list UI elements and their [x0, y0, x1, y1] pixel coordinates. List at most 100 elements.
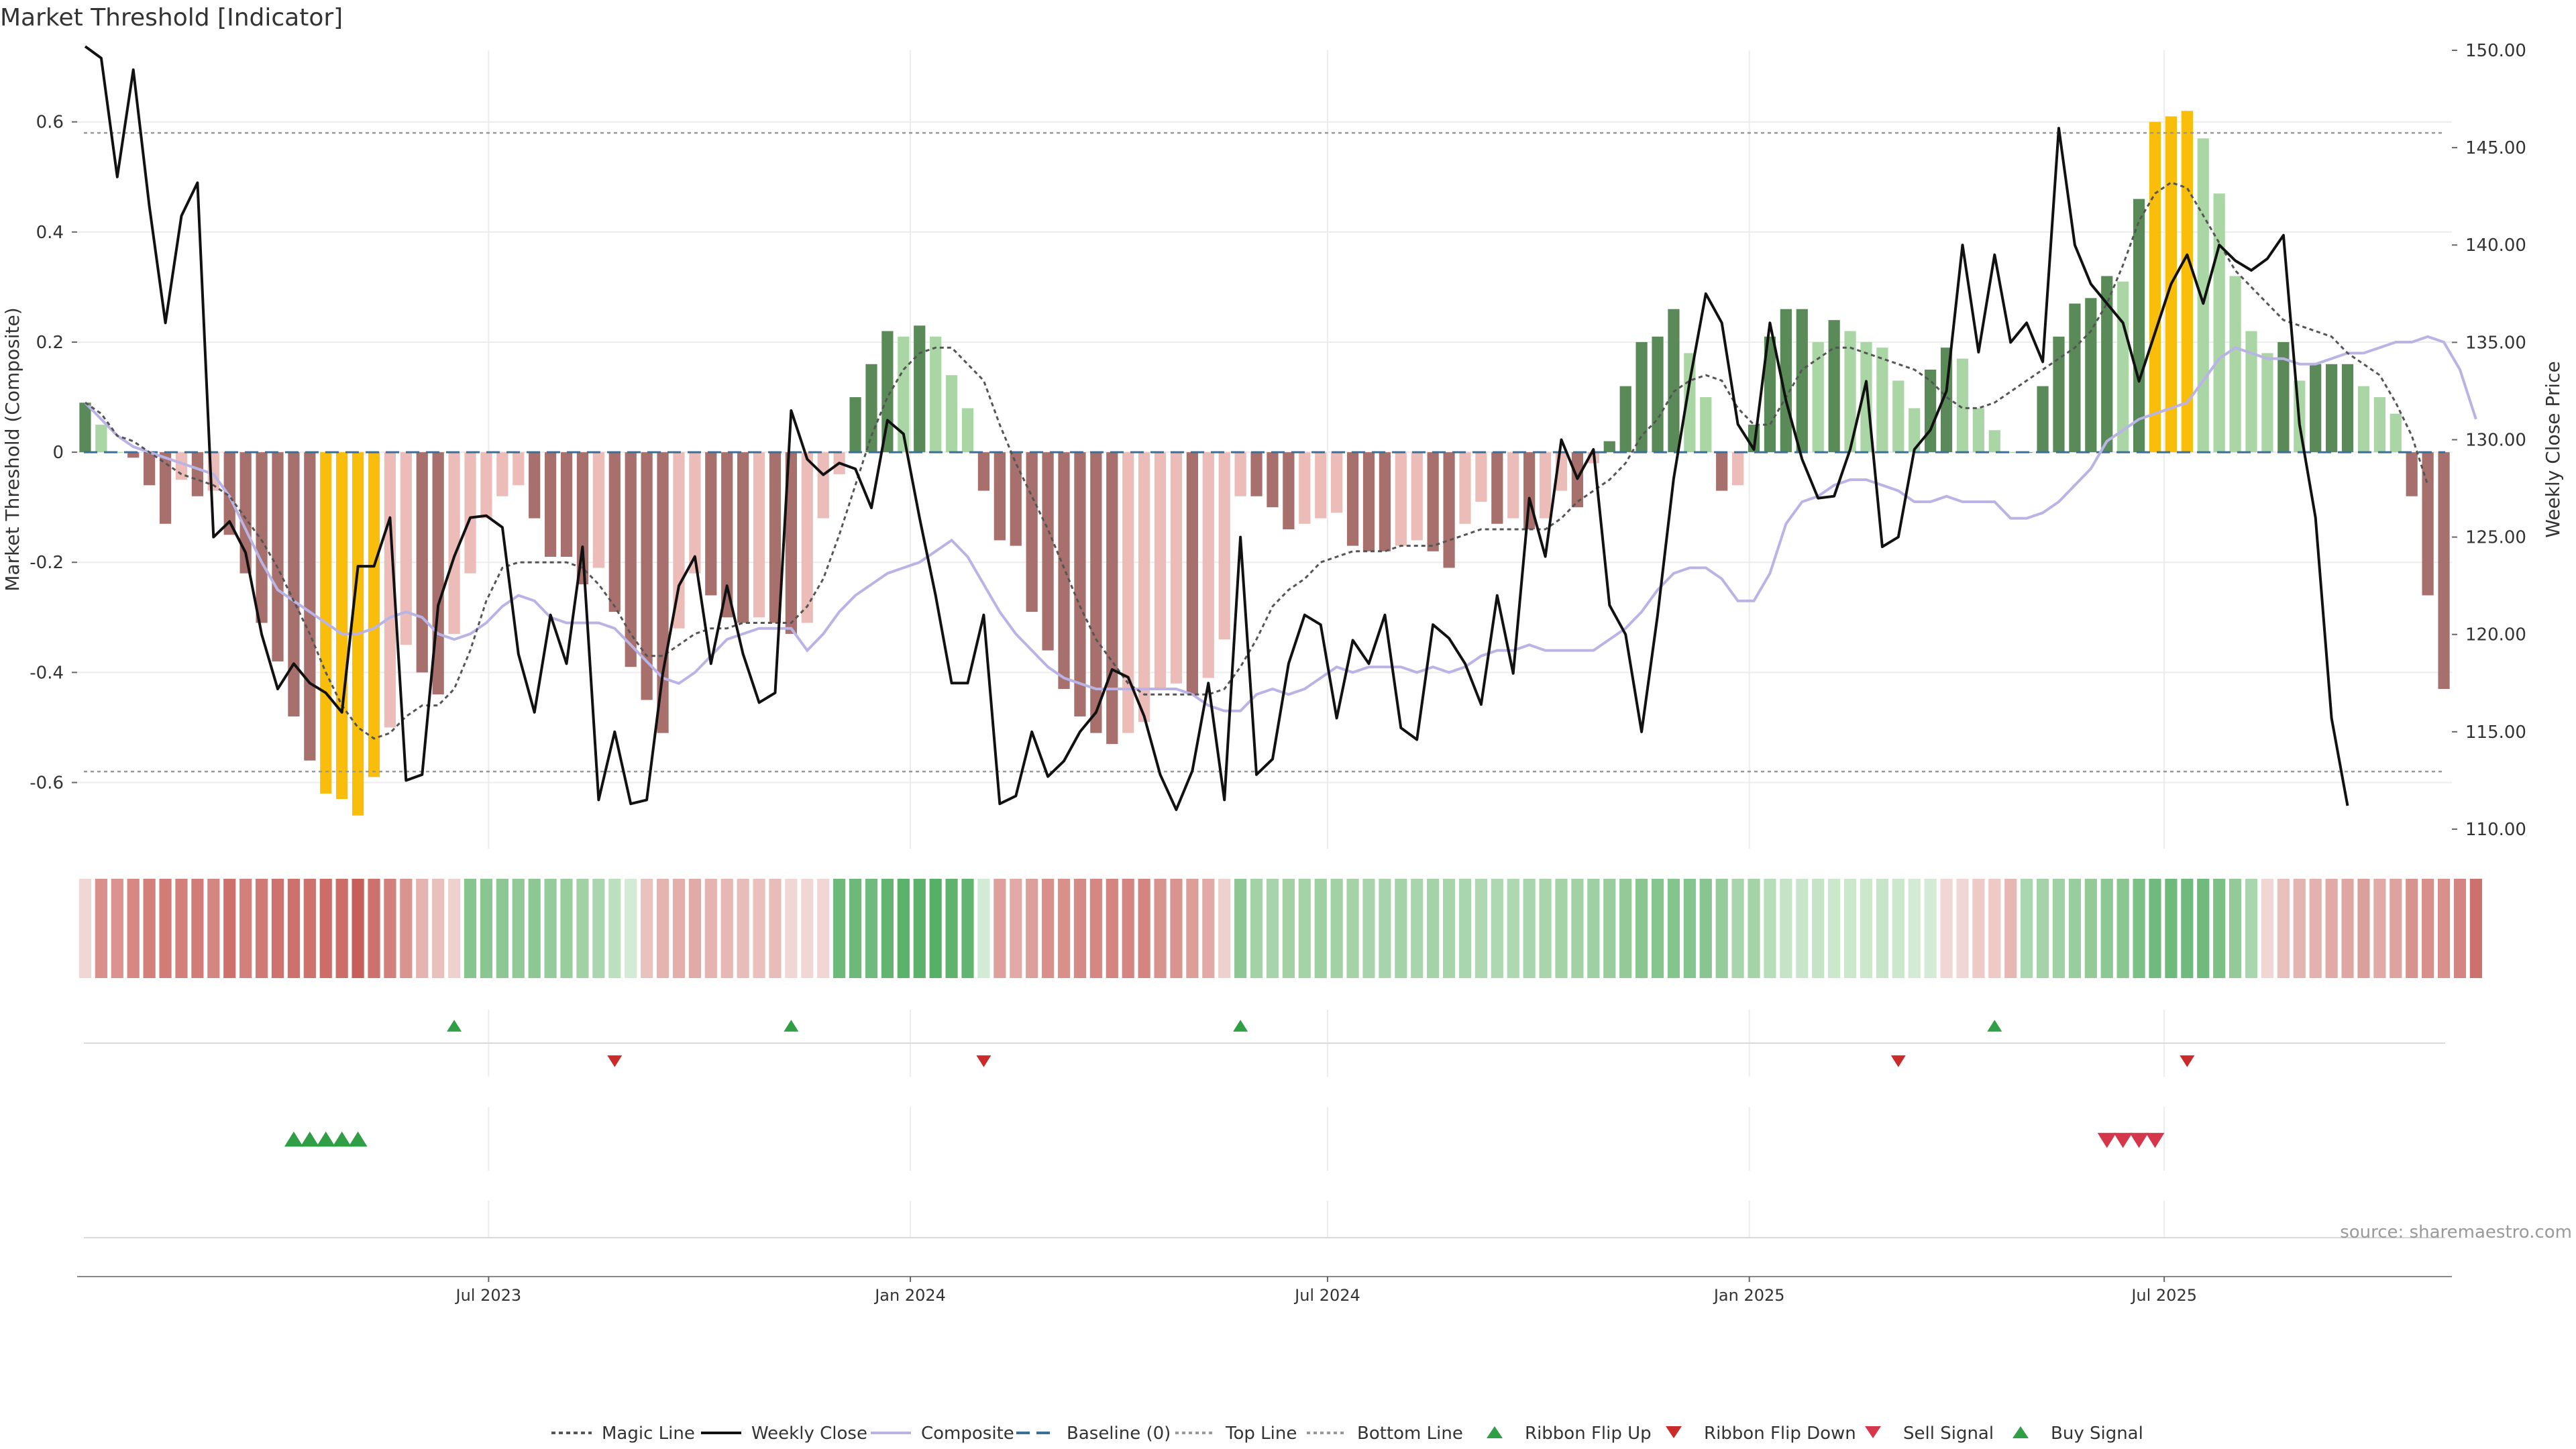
- y-right-tick-label: 110.00: [2465, 820, 2526, 840]
- composite-bar: [95, 425, 107, 453]
- composite-bar: [368, 452, 380, 777]
- composite-bar: [2181, 111, 2193, 453]
- ribbon-cell: [1587, 879, 1600, 978]
- ribbon-cell: [769, 879, 782, 978]
- ribbon-cell: [1924, 879, 1937, 978]
- ribbon-cell: [287, 879, 300, 978]
- x-tick-label: Jul 2025: [2130, 1286, 2197, 1305]
- ribbon-cell: [2245, 879, 2258, 978]
- ribbon-cell: [111, 879, 123, 978]
- legend-label: Composite: [921, 1424, 1014, 1444]
- sell-signal-marker: [2129, 1132, 2149, 1148]
- composite-bar: [1909, 408, 1921, 453]
- ribbon-cell: [1491, 879, 1503, 978]
- composite-bar: [1058, 452, 1070, 689]
- composite-bar: [1411, 452, 1423, 541]
- ribbon-cell: [2309, 879, 2322, 978]
- ribbon-cell: [1234, 879, 1247, 978]
- y-tick-label: 0: [52, 443, 64, 463]
- ribbon-cell: [2133, 879, 2145, 978]
- composite-bar: [1042, 452, 1054, 651]
- axes: -0.6 -0.4 -0.2 0 0.2 0.4 0.6 110.00 115.00 120.00…: [30, 41, 2526, 1305]
- ribbon-cell: [1089, 879, 1102, 978]
- composite-bar: [592, 452, 604, 568]
- buy-signal-marker: [284, 1131, 303, 1147]
- composite-bar: [513, 452, 525, 486]
- composite-bar: [1379, 452, 1391, 551]
- ribbon-cell: [2325, 879, 2338, 978]
- magic-line: [85, 181, 2429, 740]
- legend: Magic Line Weekly Close Composite Baseline …: [551, 1424, 2143, 1444]
- ribbon-cell: [352, 879, 364, 978]
- composite-bar: [256, 452, 268, 623]
- ribbon-cell: [2036, 879, 2049, 978]
- ribbon-cell: [191, 879, 204, 978]
- composite-bar: [496, 452, 508, 496]
- composite-bar: [1731, 452, 1744, 486]
- ribbon-cell: [2390, 879, 2402, 978]
- composite-bar: [721, 452, 733, 618]
- ribbon-cell: [143, 879, 156, 978]
- ribbon-cell: [368, 879, 380, 978]
- composite-bar: [2325, 364, 2338, 453]
- ribbon-cell: [1940, 879, 1953, 978]
- composite-bar: [737, 452, 749, 623]
- composite-bar: [2357, 386, 2370, 453]
- composite-bar: [945, 375, 958, 453]
- ribbon-cell: [1731, 879, 1744, 978]
- composite-bar: [127, 452, 140, 458]
- ribbon-cell: [2261, 879, 2274, 978]
- ribbon-cell: [1042, 879, 1055, 978]
- sell-signal-marker: [2145, 1132, 2165, 1148]
- y-tick-label: 0.6: [36, 113, 64, 133]
- y-tick-label: 0.4: [36, 223, 64, 243]
- composite-bar: [1186, 452, 1198, 695]
- ribbon-cell: [1780, 879, 1792, 978]
- composite-bar: [1796, 309, 1808, 453]
- ribbon-cell: [448, 879, 461, 978]
- composite-bar: [673, 452, 685, 629]
- composite-bar: [1443, 452, 1455, 568]
- legend-item: Weekly Close: [701, 1424, 867, 1444]
- ribbon-cell: [801, 879, 814, 978]
- ribbon-cell: [994, 879, 1006, 978]
- ribbon-flip-up-marker: [784, 1020, 799, 1032]
- legend-item: Ribbon Flip Down: [1666, 1424, 1856, 1444]
- x-tick-label: Jan 2024: [873, 1286, 946, 1305]
- composite-bar: [1812, 341, 1824, 453]
- ribbon-flip-down-marker: [976, 1055, 991, 1067]
- composite-bar: [769, 452, 782, 623]
- composite-bar: [2229, 276, 2241, 453]
- composite-bar: [2149, 121, 2161, 453]
- ribbon-cell: [1218, 879, 1231, 978]
- legend-item: Composite: [871, 1424, 1014, 1444]
- legend-label: Baseline (0): [1067, 1424, 1171, 1444]
- ribbon-cell: [512, 879, 525, 978]
- y-tick-label: -0.4: [30, 663, 64, 683]
- ribbon-cell: [2021, 879, 2033, 978]
- ribbon-cell: [1395, 879, 1407, 978]
- ribbon-cell: [1860, 879, 1873, 978]
- composite-bar: [2341, 364, 2354, 453]
- legend-label: Bottom Line: [1357, 1424, 1463, 1444]
- composite-bar: [2004, 452, 2017, 453]
- composite-bar: [448, 452, 460, 634]
- ribbon-cell: [1507, 879, 1519, 978]
- ribbon-cell: [2373, 879, 2386, 978]
- composite-bar: [464, 452, 476, 574]
- composite-bar: [1956, 358, 1969, 453]
- composite-bar: [336, 452, 348, 800]
- composite-bar: [239, 452, 252, 574]
- ribbon-cell: [1699, 879, 1712, 978]
- ribbon-cell: [2277, 879, 2290, 978]
- composite-bar: [2406, 452, 2418, 496]
- ribbon-cell: [1796, 879, 1809, 978]
- composite-bar: [898, 336, 910, 453]
- composite-bar: [272, 452, 284, 661]
- ribbon-cell: [464, 879, 477, 978]
- composite-bar: [608, 452, 621, 612]
- composite-bar: [1925, 370, 1937, 453]
- ribbon-cell: [1170, 879, 1183, 978]
- ribbon-cell: [2100, 879, 2113, 978]
